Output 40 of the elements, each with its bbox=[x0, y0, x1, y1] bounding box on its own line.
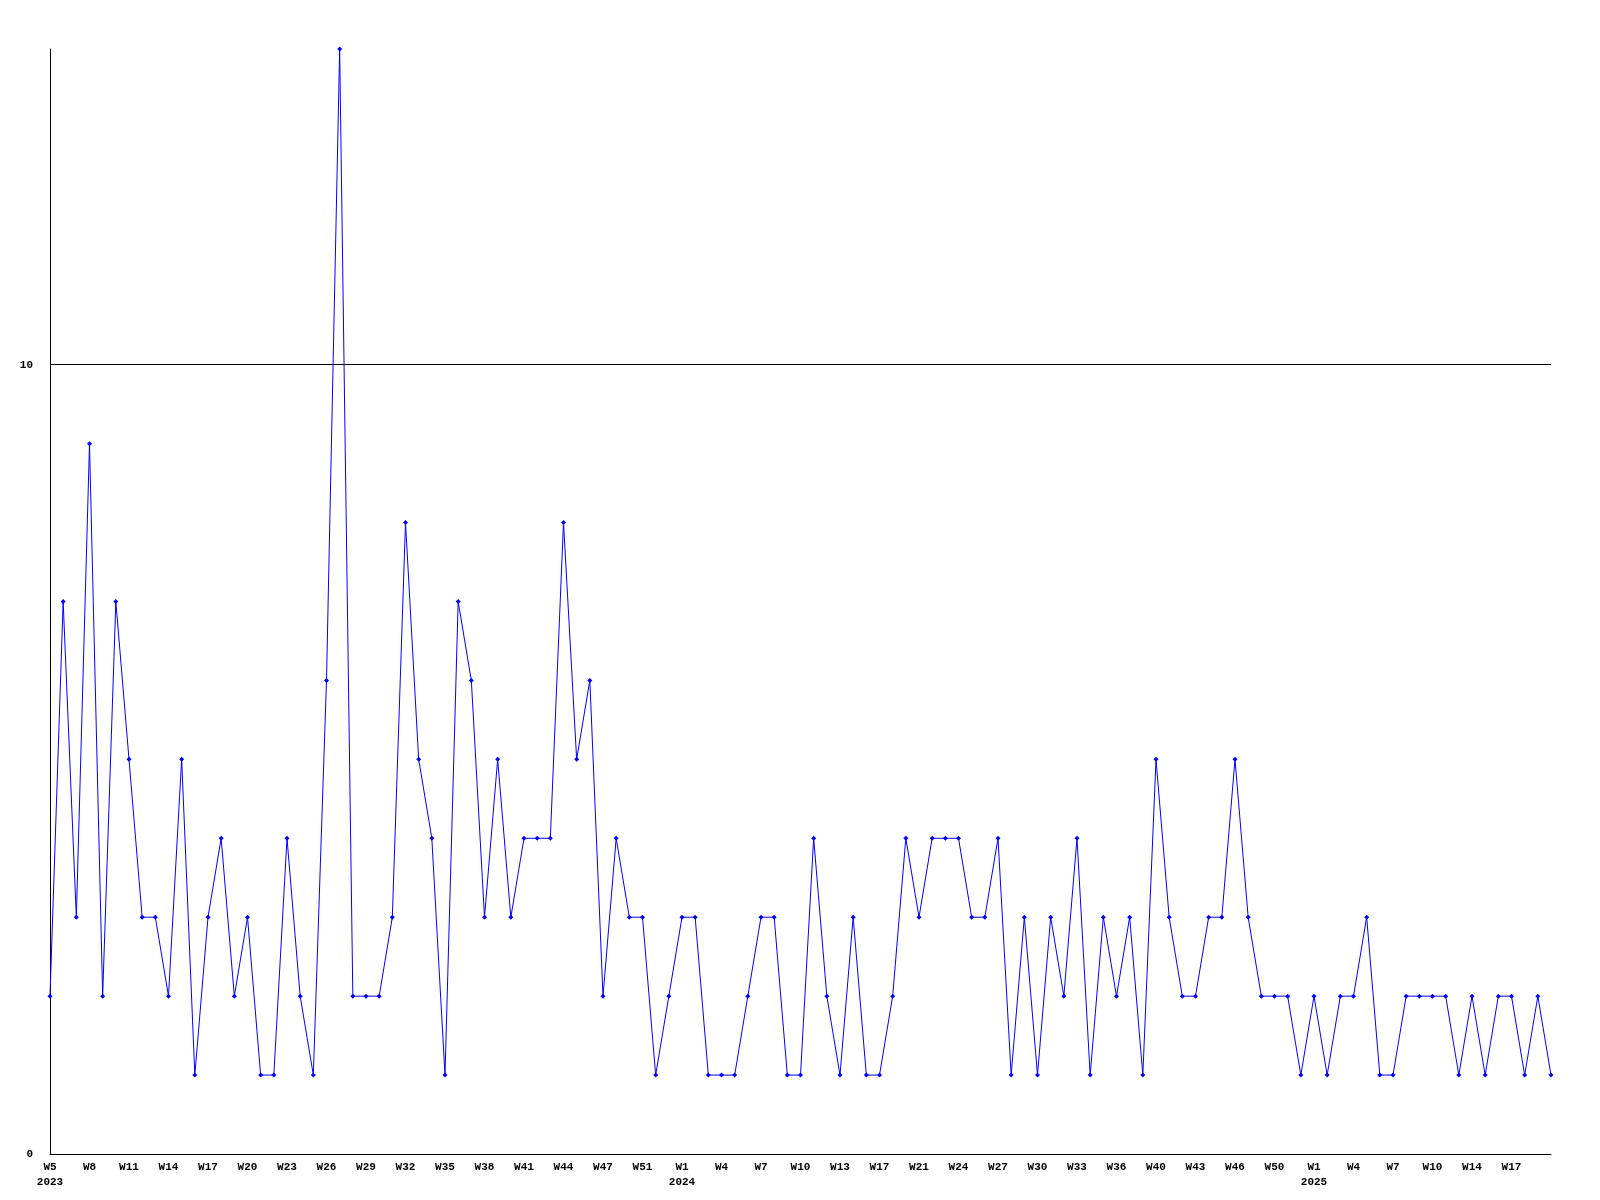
x-tick-label: W44 bbox=[553, 1160, 574, 1173]
x-tick-label: W14 bbox=[158, 1160, 179, 1173]
x-tick-label: W47 bbox=[593, 1160, 613, 1173]
x-tick-label: W29 bbox=[356, 1160, 376, 1173]
x-tick-label: W17 bbox=[198, 1160, 218, 1173]
x-tick-label: W1 2024 bbox=[668, 1160, 696, 1188]
x-tick-label: W46 bbox=[1225, 1160, 1245, 1173]
x-tick-label: W41 bbox=[514, 1160, 535, 1173]
x-tick-label: W32 bbox=[395, 1160, 416, 1173]
x-tick-label: W38 bbox=[474, 1160, 495, 1173]
x-tick-label: W26 bbox=[316, 1160, 337, 1173]
x-tick-label: W21 bbox=[909, 1160, 930, 1173]
x-tick-label: W4 bbox=[714, 1160, 729, 1173]
x-tick-label: W10 bbox=[790, 1160, 811, 1173]
x-tick-label: W7 bbox=[1386, 1160, 1400, 1173]
x-tick-label: W40 bbox=[1146, 1160, 1166, 1173]
x-tick-label: W36 bbox=[1106, 1160, 1127, 1173]
x-tick-label: W23 bbox=[277, 1160, 298, 1173]
x-tick-label: W43 bbox=[1185, 1160, 1206, 1173]
x-tick-label: W1 2025 bbox=[1300, 1160, 1328, 1188]
y-tick-label: 0 bbox=[26, 1148, 33, 1160]
x-tick-label: W13 bbox=[830, 1160, 851, 1173]
x-tick-label: W27 bbox=[988, 1160, 1008, 1173]
x-tick-label: W17 bbox=[1501, 1160, 1522, 1173]
y-tick-label: 10 bbox=[19, 358, 33, 371]
x-tick-label: W5 2023 bbox=[36, 1160, 64, 1188]
x-tick-label: W50 bbox=[1264, 1160, 1285, 1173]
x-tick-label: W35 bbox=[435, 1160, 456, 1173]
x-tick-label: W24 bbox=[948, 1160, 969, 1173]
x-tick-label: W20 bbox=[237, 1160, 258, 1173]
x-tick-label: W4 bbox=[1346, 1160, 1361, 1173]
x-tick-label: W10 bbox=[1422, 1160, 1443, 1173]
x-tick-label: W14 bbox=[1462, 1160, 1483, 1173]
x-tick-label: W17 bbox=[869, 1160, 890, 1173]
x-tick-label: W51 bbox=[632, 1160, 653, 1173]
x-tick-label: W11 bbox=[119, 1160, 140, 1173]
x-tick-label: W7 bbox=[754, 1160, 768, 1173]
x-tick-label: W8 bbox=[82, 1160, 97, 1173]
x-tick-label: W33 bbox=[1067, 1160, 1088, 1173]
x-tick-label: W30 bbox=[1027, 1160, 1048, 1173]
